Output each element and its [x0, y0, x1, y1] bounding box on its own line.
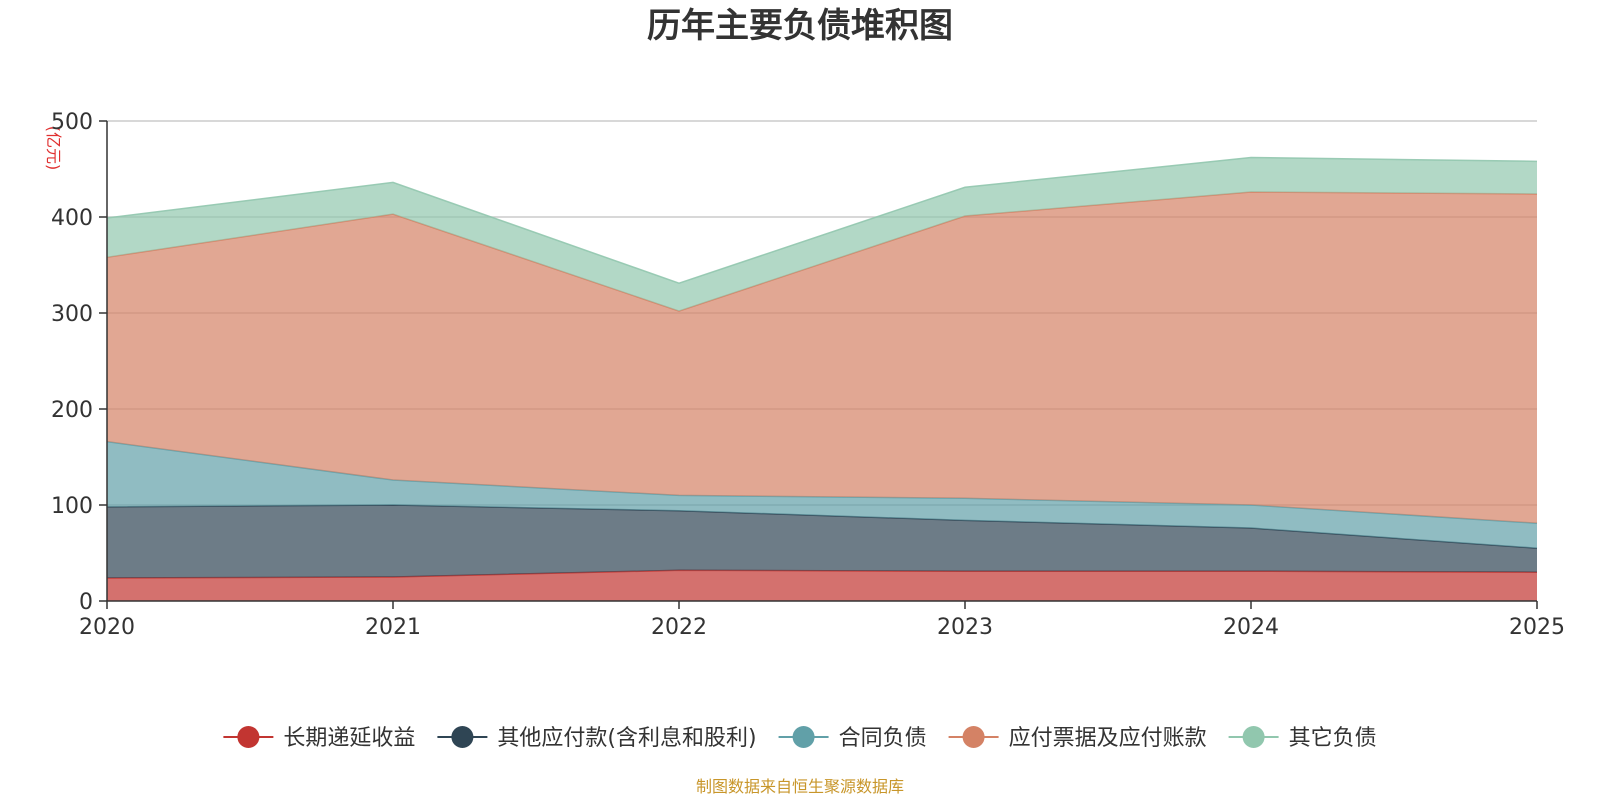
x-tick-label-2025: 2025 — [1509, 615, 1565, 640]
area-series-1[interactable] — [107, 505, 1537, 578]
y-axis-unit-label: (亿元) — [44, 126, 63, 171]
y-tick-label-200: 200 — [51, 398, 93, 423]
legend-marker-2 — [792, 726, 815, 748]
legend-marker-4 — [1242, 726, 1265, 748]
x-tick-label-2021: 2021 — [365, 615, 421, 640]
x-tick-label-2020: 2020 — [79, 615, 135, 640]
legend-item-3[interactable]: 应付票据及应付账款 — [948, 726, 1207, 751]
y-tick-label-400: 400 — [51, 206, 93, 231]
x-tick-label-2023: 2023 — [937, 615, 993, 640]
area-series-edge-3 — [106, 191, 1538, 312]
legend-label-3: 应付票据及应付账款 — [1009, 726, 1207, 751]
chart-title: 历年主要负债堆积图 — [647, 6, 953, 46]
data-source-note: 制图数据来自恒生聚源数据库 — [696, 777, 904, 796]
series-areas — [106, 156, 1538, 601]
legend-label-2: 合同负债 — [839, 726, 927, 751]
area-series-2[interactable] — [107, 441, 1537, 549]
legend-marker-0 — [237, 726, 260, 748]
legend-marker-3 — [962, 726, 985, 748]
y-tick-label-500: 500 — [51, 110, 93, 135]
legend-item-4[interactable]: 其它负债 — [1228, 726, 1377, 751]
legend-marker-1 — [451, 726, 474, 748]
y-tick-label-100: 100 — [51, 494, 93, 519]
legend-item-1[interactable]: 其他应付款(含利息和股利) — [437, 726, 757, 751]
x-tick-label-2024: 2024 — [1223, 615, 1279, 640]
x-tick-label-2022: 2022 — [651, 615, 707, 640]
area-series-edge-4 — [106, 156, 1538, 285]
legend-item-0[interactable]: 长期递延收益 — [223, 726, 415, 751]
y-tick-label-0: 0 — [79, 590, 93, 615]
legend[interactable]: 长期递延收益 其他应付款(含利息和股利) 合同负债 应付票据及应付账款 其它负债 — [223, 726, 1377, 751]
legend-label-4: 其它负债 — [1289, 726, 1377, 751]
area-series-3[interactable] — [107, 192, 1537, 524]
y-tick-label-300: 300 — [51, 302, 93, 327]
legend-item-2[interactable]: 合同负债 — [778, 726, 927, 751]
legend-label-0: 长期递延收益 — [283, 726, 415, 751]
area-series-4[interactable] — [107, 157, 1537, 312]
area-series-0[interactable] — [107, 570, 1537, 601]
axes: 0 100 200 300 400 500 2020 2021 2022 2023 2024 2025 — [51, 110, 1565, 640]
legend-label-1: 其他应付款(含利息和股利) — [497, 726, 756, 751]
